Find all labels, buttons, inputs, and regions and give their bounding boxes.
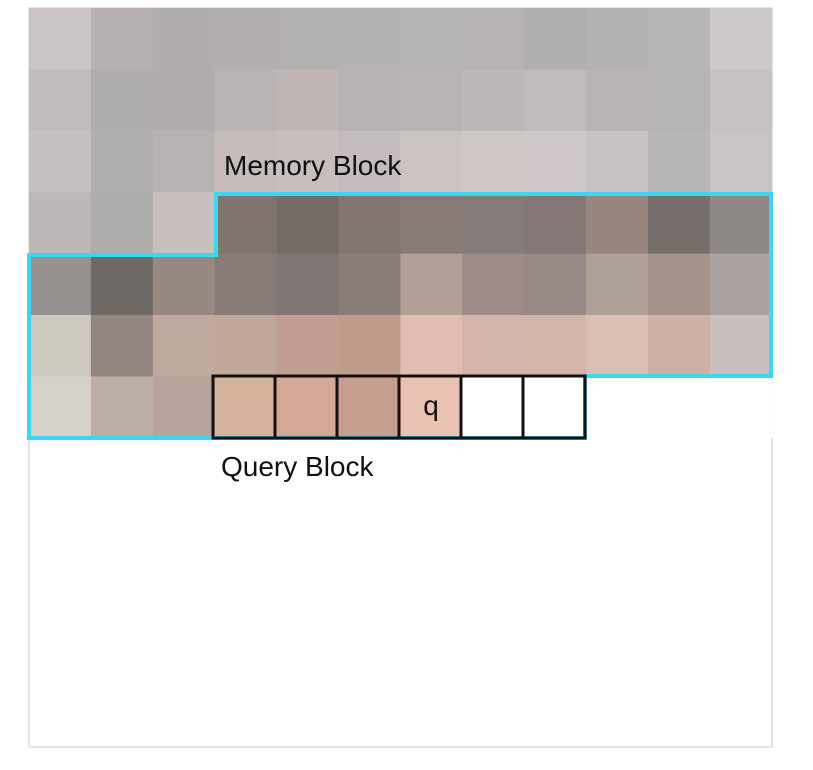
grid-cell: [400, 315, 463, 377]
grid-cell: [586, 315, 649, 377]
grid-cell: [400, 253, 463, 316]
grid-cell: [214, 315, 278, 377]
grid-cell: [152, 192, 216, 255]
grid-cell: [709, 376, 773, 439]
grid-cell: [524, 69, 587, 132]
grid-cell: [276, 315, 340, 377]
grid-cell: [648, 192, 711, 255]
grid-cell: [29, 315, 92, 377]
grid-cell: [462, 192, 525, 255]
grid-cell: [586, 253, 649, 316]
grid-cell: [214, 8, 278, 70]
grid-cell: [152, 8, 216, 70]
query-block-outline: [211, 374, 587, 440]
grid-cell: [152, 130, 216, 193]
grid-cell: [709, 315, 773, 377]
grid-cell: [90, 130, 154, 193]
grid-cell: [586, 8, 649, 70]
grid-cell: [152, 315, 216, 377]
grid-cell: [648, 315, 711, 377]
grid-cell: [29, 376, 92, 439]
grid-cell: [29, 8, 92, 70]
grid-cell: [90, 192, 154, 255]
grid-cell: [400, 8, 463, 70]
grid-cell: [152, 253, 216, 316]
grid-cell: [338, 376, 401, 439]
grid-cell: [276, 192, 340, 255]
grid-cell: [276, 69, 340, 132]
grid-cell: [214, 130, 278, 193]
grid-cell: [400, 376, 463, 439]
grid-cell: [462, 315, 525, 377]
grid-cell: [276, 8, 340, 70]
grid-cell: [462, 130, 525, 193]
grid-cell: [709, 192, 773, 255]
grid-cell: [524, 192, 587, 255]
grid-cell: [586, 130, 649, 193]
grid-cell: [462, 253, 525, 316]
grid-cell: [524, 253, 587, 316]
grid-cell: [462, 376, 525, 439]
grid-cell: [709, 253, 773, 316]
grid-cell: [709, 130, 773, 193]
grid-cell: [214, 253, 278, 316]
grid-cell: [29, 253, 92, 316]
grid-cell: [586, 69, 649, 132]
grid-cell: [400, 192, 463, 255]
grid-cell: [90, 69, 154, 132]
grid-cell: [648, 253, 711, 316]
grid-cell: [586, 192, 649, 255]
grid-cell: [29, 192, 92, 255]
grid-cell: [338, 69, 401, 132]
query-cell: [521, 374, 587, 440]
grid-cell: [586, 376, 649, 439]
grid-cell: [29, 69, 92, 132]
query-block-label: Query Block: [221, 451, 374, 482]
grid-cell: [90, 8, 154, 70]
grid-cell: [214, 376, 278, 439]
grid-cell: [524, 130, 587, 193]
grid-cell: [152, 69, 216, 132]
grid-cell: [709, 8, 773, 70]
query-pixel-label: q: [423, 390, 439, 421]
grid-cell: [524, 8, 587, 70]
memory-block-label: Memory Block: [224, 150, 402, 181]
grid-cell: [338, 315, 401, 377]
grid-cell: [90, 376, 154, 439]
grid-cell: [338, 253, 401, 316]
grid-cell: [338, 8, 401, 70]
grid-cell: [90, 253, 154, 316]
grid-cell: [648, 130, 711, 193]
grid-cell: [400, 69, 463, 132]
grid-cell: [648, 8, 711, 70]
grid-cell: [276, 253, 340, 316]
grid-cell: [709, 69, 773, 132]
grid-cell: [462, 8, 525, 70]
grid-cell: [214, 192, 278, 255]
grid-cell: [524, 376, 587, 439]
grid-cell: [648, 376, 711, 439]
grid-cell: [152, 376, 216, 439]
grid-cell: [648, 69, 711, 132]
grid-cell: [524, 315, 587, 377]
grid-cell: [29, 130, 92, 193]
grid-cell: [462, 69, 525, 132]
grid-cell: [276, 130, 340, 193]
grid-cell: [276, 376, 340, 439]
grid-cell: [90, 315, 154, 377]
grid-cell: [338, 192, 401, 255]
grid-cell: [400, 130, 463, 193]
grid-cell: [214, 69, 278, 132]
grid-cell: [338, 130, 401, 193]
pixel-grid: [29, 8, 773, 439]
